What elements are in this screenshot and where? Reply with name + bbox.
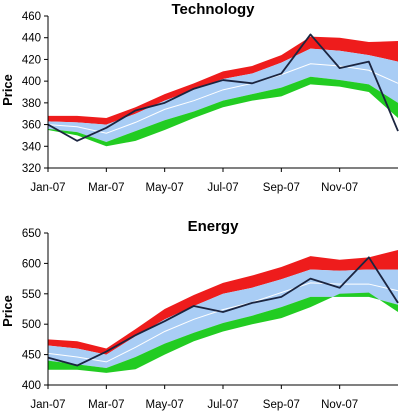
chart-energy: Energy Price 400 450 500 550 600 650 Jan-07 Mar… (0, 218, 399, 411)
y-tick-label: 440 (22, 33, 41, 45)
price-line (47, 256, 399, 367)
x-tick-label: Sep-07 (263, 182, 300, 194)
upper-band-area (48, 250, 398, 355)
y-tick-label: 600 (22, 258, 41, 270)
plot-area: 400 450 500 550 600 650 Jan-07 Mar-07 May-07 Jul-… (22, 228, 399, 411)
x-tick-label: Nov-07 (321, 399, 358, 411)
y-tick-label: 420 (22, 54, 41, 66)
x-tick-label: May-07 (145, 399, 183, 411)
mean-line (47, 282, 399, 363)
y-tick-label: 500 (22, 319, 41, 331)
upper-band-area (48, 36, 398, 125)
x-tick-label: Jul-07 (207, 399, 238, 411)
y-tick-label: 460 (22, 11, 41, 23)
x-tick-label: Jan-07 (30, 182, 65, 194)
y-tick-label: 340 (22, 141, 41, 153)
x-tick-label: Mar-07 (88, 399, 124, 411)
x-tick-label: Sep-07 (263, 399, 300, 411)
y-tick-label: 400 (22, 380, 41, 392)
x-tick-label: Mar-07 (88, 182, 124, 194)
y-tick-label: 550 (22, 289, 41, 301)
price-line (47, 33, 399, 142)
y-tick-label: 450 (22, 350, 41, 362)
chart-title: Technology (171, 1, 255, 18)
middle-band-area (48, 48, 398, 142)
mean-line (47, 63, 399, 134)
middle-band-area (48, 269, 398, 368)
x-tick-label: May-07 (145, 182, 183, 194)
y-tick-label: 400 (22, 76, 41, 88)
x-tick-label: Nov-07 (321, 182, 358, 194)
x-tick-label: Jan-07 (30, 399, 65, 411)
y-axis-label: Price (0, 74, 15, 106)
y-axis-label: Price (0, 295, 15, 327)
chart-technology: Technology Price 320 340 360 380 400 420 440 46… (0, 1, 399, 194)
y-tick-label: 320 (22, 163, 41, 175)
lower-band-area (48, 76, 398, 147)
chart-title: Energy (188, 218, 240, 235)
y-tick-label: 650 (22, 228, 41, 240)
y-tick-label: 360 (22, 120, 41, 132)
y-tick-label: 380 (22, 98, 41, 110)
x-tick-label: Jul-07 (207, 182, 238, 194)
plot-area: 320 340 360 380 400 420 440 460 Jan-07 Mar-07 May-… (22, 11, 399, 194)
